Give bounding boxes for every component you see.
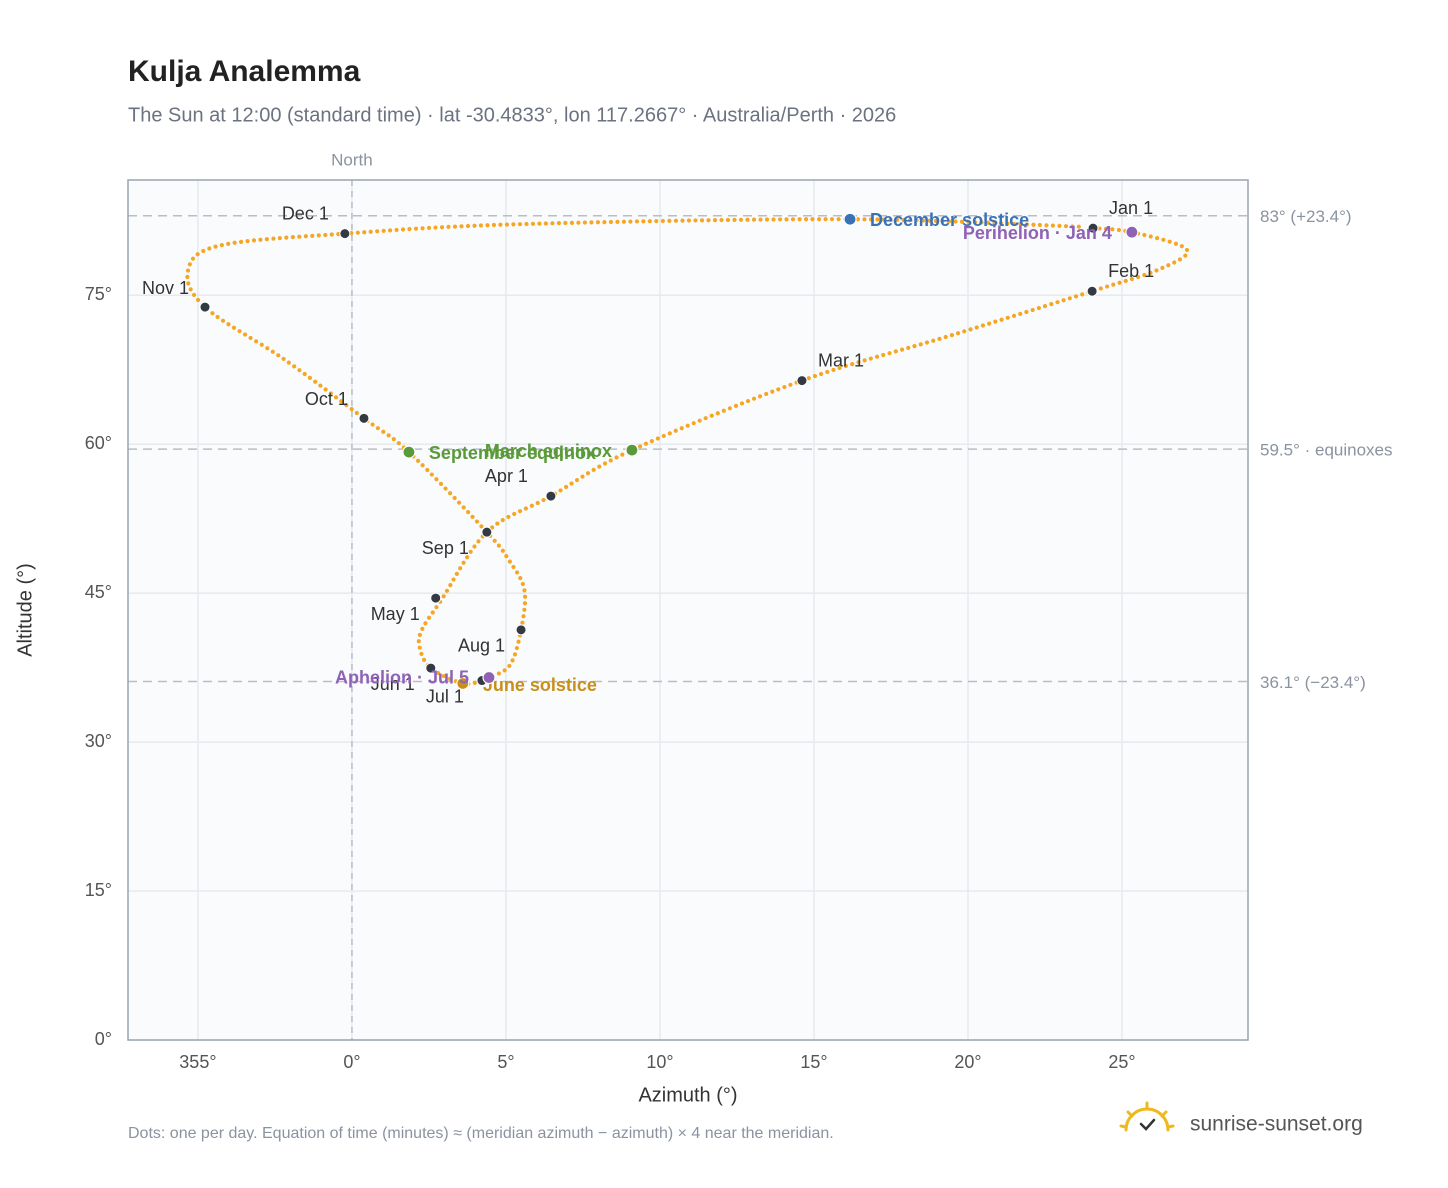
month-marker <box>545 490 557 502</box>
month-label: Dec 1 <box>282 203 329 223</box>
month-marker <box>481 526 493 538</box>
month-marker <box>199 301 211 313</box>
event-label: Aphelion · Jul 5 <box>335 667 469 687</box>
month-label: Mar 1 <box>818 350 864 370</box>
month-marker <box>430 592 442 604</box>
event-label: March equinox <box>485 441 612 461</box>
month-marker <box>796 375 808 387</box>
chart-subtitle: The Sun at 12:00 (standard time) · lat -… <box>128 104 896 126</box>
x-tick-label: 0° <box>343 1052 360 1072</box>
event-marker <box>456 676 470 691</box>
month-label: Oct 1 <box>305 389 348 409</box>
month-marker <box>358 412 370 424</box>
month-label: Sep 1 <box>422 538 469 558</box>
event-label: June solstice <box>483 675 597 695</box>
x-tick-label: 10° <box>646 1052 673 1072</box>
y-tick-label: 30° <box>85 731 112 751</box>
x-tick-label: 5° <box>497 1052 514 1072</box>
month-label: Jul 1 <box>426 686 464 706</box>
chart-title: Kulja Analemma <box>128 55 361 88</box>
x-tick-label: 20° <box>954 1052 981 1072</box>
month-marker <box>515 624 527 636</box>
month-label: Apr 1 <box>485 466 528 486</box>
month-marker <box>425 662 437 674</box>
month-label: Feb 1 <box>1108 261 1154 281</box>
y-tick-label: 75° <box>85 284 112 304</box>
meridian-label: North <box>331 150 373 169</box>
month-label: Jun 1 <box>371 674 415 694</box>
y-tick-label: 45° <box>85 582 112 602</box>
event-marker <box>843 212 857 226</box>
y-tick-label: 60° <box>85 433 112 453</box>
event-marker <box>625 443 639 457</box>
event-label: Perihelion · Jan 4 <box>963 223 1112 243</box>
y-tick-label: 15° <box>85 880 112 900</box>
event-label: September equinox <box>429 443 596 463</box>
x-tick-label: 355° <box>179 1052 216 1072</box>
reference-label: 83° (+23.4°) <box>1260 207 1352 226</box>
plot-border <box>127 179 1249 1041</box>
plot-area <box>128 180 1248 1040</box>
event-marker <box>482 670 496 685</box>
y-axis-label: Altitude (°) <box>14 563 36 657</box>
month-marker <box>339 228 351 240</box>
month-label: May 1 <box>371 604 420 624</box>
x-tick-label: 15° <box>800 1052 827 1072</box>
x-axis-label: Azimuth (°) <box>638 1084 737 1106</box>
event-label: December solstice <box>870 210 1029 230</box>
event-marker <box>402 445 416 459</box>
month-marker <box>1087 222 1099 234</box>
reference-label: 36.1° (−23.4°) <box>1260 673 1366 692</box>
month-label: Nov 1 <box>142 278 189 298</box>
month-label: Jan 1 <box>1109 198 1153 218</box>
reference-label: 59.5° · equinoxes <box>1260 441 1393 460</box>
month-label: Aug 1 <box>458 636 505 656</box>
month-marker <box>1086 285 1098 297</box>
event-marker <box>1125 225 1139 239</box>
brand: sunrise-sunset.org <box>1190 1113 1363 1136</box>
brand-icon <box>1119 1101 1175 1132</box>
y-tick-label: 0° <box>95 1029 112 1049</box>
x-tick-label: 25° <box>1108 1052 1135 1072</box>
footnote: Dots: one per day. Equation of time (min… <box>128 1125 834 1142</box>
